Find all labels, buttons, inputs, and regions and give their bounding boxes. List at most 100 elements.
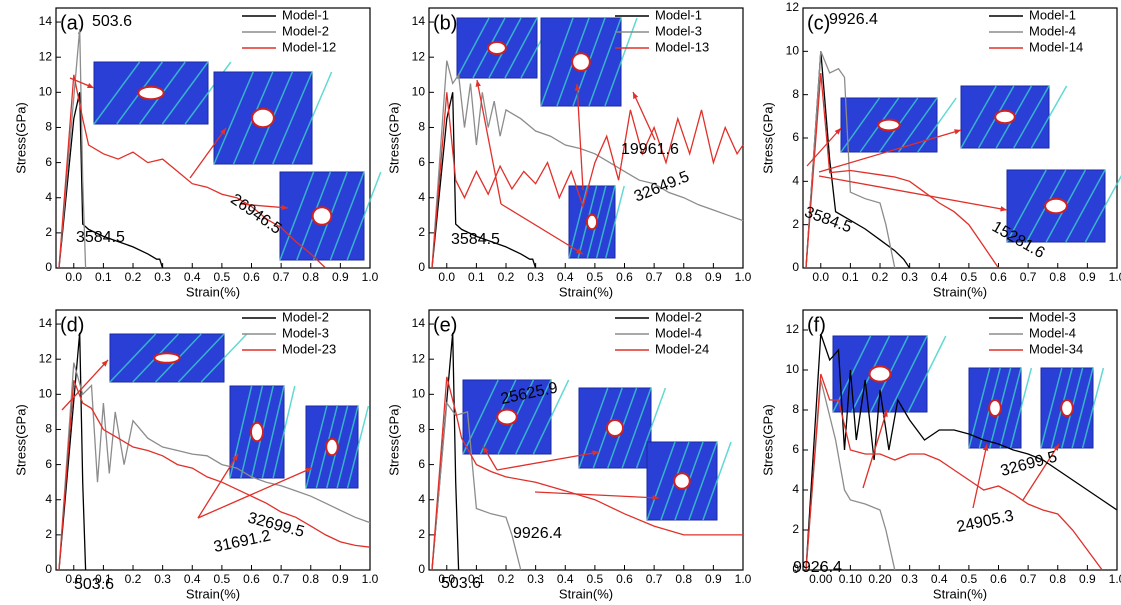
legend-label: Model-3 — [1029, 309, 1076, 324]
arrow-head — [652, 494, 659, 501]
x-tick-label: 0.4 — [557, 572, 574, 586]
inset-crack — [311, 206, 333, 226]
legend-label: Model-1 — [1029, 7, 1076, 22]
y-tick-label: 2 — [45, 527, 52, 541]
x-tick-label: 0.9 — [332, 270, 349, 284]
y-tick-label: 10 — [412, 84, 426, 98]
y-tick-label: 0 — [45, 562, 52, 576]
x-tick-label: 0.6 — [616, 572, 633, 586]
x-tick-label: 0.5 — [961, 572, 978, 586]
x-tick-label: 0.20 — [868, 572, 892, 586]
arrow-head — [483, 446, 489, 453]
panel: 0 2 4 6 8 10 12 14 0.0 0.1 0.2 0.3 0.4 0.5 0.6 0.7 0.8 0.… — [386, 7, 752, 299]
inset-stripe — [93, 61, 141, 125]
y-tick-label: 2 — [418, 527, 425, 541]
x-tick-label: 0.8 — [1049, 270, 1066, 284]
inset-stripe — [688, 441, 718, 521]
y-tick-label: 6 — [792, 442, 799, 456]
x-tick-label: 0.0 — [438, 572, 455, 586]
x-tick-label: 0.9 — [332, 572, 349, 586]
inset-stripe — [1065, 169, 1106, 243]
series-line — [58, 29, 87, 269]
x-tick-label: 0.3 — [527, 572, 544, 586]
x-tick-label: 0.4 — [557, 270, 574, 284]
y-tick-label: 4 — [418, 190, 425, 204]
x-tick-label: 0.4 — [184, 572, 201, 586]
legend-label: Model-2 — [655, 309, 702, 324]
arrow — [197, 467, 313, 519]
arrow — [576, 83, 584, 191]
inset-stripe — [532, 379, 570, 455]
legend-label: Model-3 — [655, 23, 702, 38]
series-line — [431, 92, 537, 269]
x-tick-label: 0.00 — [809, 572, 833, 586]
x-tick-label: 0.6 — [243, 572, 260, 586]
legend-label: Model-1 — [655, 7, 702, 22]
y-tick-label: 8 — [418, 422, 425, 436]
y-tick-label: 12 — [786, 0, 800, 14]
series-line — [58, 332, 87, 571]
series-line — [58, 362, 371, 571]
inset-crack — [571, 52, 591, 72]
inset-crack — [1060, 399, 1074, 417]
legend-label: Model-4 — [655, 325, 702, 340]
arrow — [632, 91, 656, 141]
inset-stripe — [897, 97, 938, 153]
series-line — [58, 74, 327, 269]
inset-crack — [994, 109, 1016, 125]
inset-stripe — [595, 185, 616, 259]
inset-stripe — [109, 333, 157, 383]
x-tick-label: 0.1 — [468, 572, 485, 586]
x-tick-label: 0.10 — [839, 572, 863, 586]
x-tick-label: 0.3 — [901, 270, 918, 284]
y-tick-label: 4 — [792, 482, 799, 496]
panel-label: (c) — [807, 12, 830, 34]
x-tick-label: 0.7 — [273, 270, 290, 284]
y-tick-label: 14 — [412, 14, 426, 28]
series-line — [431, 92, 744, 269]
inset-stripe — [515, 379, 552, 455]
x-axis-label: Strain(%) — [186, 284, 240, 299]
inset-stripe — [832, 335, 872, 413]
y-tick-label: 0 — [45, 260, 52, 274]
x-tick-label: 0.4 — [931, 572, 948, 586]
inset-stripe — [1071, 367, 1094, 449]
y-tick-label: 10 — [39, 386, 53, 400]
inset-stripe — [200, 333, 248, 383]
panel-label: (e) — [433, 314, 457, 336]
x-tick-label: 0.9 — [705, 572, 722, 586]
arrow — [239, 203, 289, 209]
series-line — [58, 380, 371, 571]
x-tick-label: 0.9 — [1079, 270, 1096, 284]
y-tick-label: 8 — [792, 402, 799, 416]
inset-crack — [250, 421, 264, 443]
x-tick-label: 0.5 — [587, 572, 604, 586]
arrow — [496, 451, 600, 471]
panel: 0 2 4 6 8 10 12 14 0.0 0.1 0.2 0.3 0.4 0.5 0.6 0.7 0.8 0.… — [13, 7, 382, 299]
arrow-head — [1053, 444, 1059, 451]
annotation: 9926.4 — [513, 525, 562, 542]
legend-label: Model-13 — [655, 39, 709, 54]
x-tick-label: 0.8 — [302, 572, 319, 586]
x-tick-label: 0.7 — [646, 270, 663, 284]
arrow-head — [281, 204, 288, 211]
inset-stripe — [272, 71, 313, 165]
arrow-head — [101, 360, 108, 367]
legend-label: Model-1 — [282, 7, 329, 22]
x-tick-label: 0.2 — [498, 270, 515, 284]
x-axis-label: Strain(%) — [559, 284, 613, 299]
x-tick-label: 0.9 — [1079, 572, 1096, 586]
plot-frame — [802, 309, 1118, 571]
x-tick-label: 0.3 — [901, 572, 918, 586]
inset-crack — [496, 408, 518, 426]
x-tick-label: 0.9 — [705, 270, 722, 284]
y-tick-label: 8 — [45, 120, 52, 134]
arrow-head — [982, 444, 989, 451]
inset-stripe — [161, 61, 209, 125]
annotation: 19961.6 — [621, 141, 679, 158]
inset-stripe — [346, 405, 370, 489]
series-line — [805, 379, 896, 571]
arrow-head — [834, 128, 841, 135]
y-tick-label: 12 — [412, 49, 426, 63]
arrow-head — [305, 468, 312, 474]
